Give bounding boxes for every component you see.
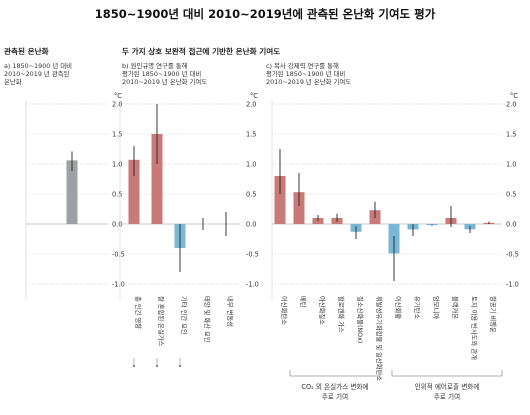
panel-c-category-9: 블랙카본: [451, 296, 460, 319]
panel-b-ytick-6: -1.0: [246, 280, 259, 288]
panel-b-category-2: 기타 인간 요인: [180, 296, 189, 335]
panel-b-heading: 두 가지 상호 보완적 접근에 기반한 온난화 기여도: [122, 47, 281, 56]
panel-a-ytick-4: 0.0: [112, 220, 123, 228]
panel-a-ytick-1: 1.5: [112, 130, 123, 138]
panel-c-ytick-2: 1.0: [506, 160, 517, 168]
panel-c-ytick-4: 0.0: [506, 220, 517, 228]
panel-b-ytick-0: 2.0: [246, 100, 257, 108]
panel-b-ytick-1: 1.5: [246, 130, 257, 138]
panel-b-ytick-5: -0.5: [246, 250, 259, 258]
panel-b-category-0: 총 인간 영향: [134, 296, 143, 329]
bracket-left-label-2: 주로 기여: [322, 392, 348, 401]
panel-a-heading: 관측된 온난화: [4, 47, 49, 56]
panel-a-ytick-2: 1.0: [112, 160, 123, 168]
panel-c-subtitle: c) 복사 강제력 연구를 통해 평가된 1850~1900 년 대비 2010…: [266, 62, 352, 87]
panel-c-plot: 2.0 1.5 1.0 0.5 0.0 -0.5 -1.0 °C 이산화탄소 메탄 아산화질소 할로겐…: [271, 92, 519, 381]
bracket-left-label-1: CO₂ 외 온실가스 변화에: [301, 382, 368, 391]
panel-c-ytick-3: 0.5: [506, 190, 517, 198]
panel-c-category-4: 질소산화물(NOx): [356, 296, 365, 343]
panel-b-ytick-3: 0.5: [246, 190, 257, 198]
panel-c-category-6: 이산화황: [394, 296, 403, 319]
panel-b-connector-dot-1: [155, 364, 159, 368]
panel-c-unit: °C: [510, 92, 518, 100]
panel-b-connector-dot-2: [178, 364, 182, 368]
panel-c-category-8: 암모니아: [432, 296, 441, 319]
chart-title: 1850~1900년 대비 2010~2019년에 관측된 온난화 기여도 평가: [94, 7, 436, 21]
panel-a-plot: 2.0 1.5 1.0 0.5 0.0 -0.5 -1.0 °C: [25, 92, 125, 300]
panel-b-connector-dot-0: [132, 364, 136, 368]
panel-b-plot: 2.0 1.5 1.0 0.5 0.0 -0.5 -1.0 °C 총 인간 영향 잘 혼합된 온실…: [119, 92, 259, 368]
panel-a-unit: °C: [114, 92, 122, 100]
panel-b-subtitle: b) 원인규명 연구를 통해 평가된 1850~1900 년 대비 2010~2…: [122, 62, 208, 87]
panel-c-bar-1: [293, 192, 305, 224]
panel-c-category-5: 휘발성유기화합물 및 일산화탄소: [375, 296, 384, 381]
panel-c-category-7: 유기탄소: [413, 296, 422, 319]
panel-b-ytick-2: 1.0: [246, 160, 257, 168]
panel-c-ytick-5: -0.5: [506, 250, 519, 258]
panel-b-ytick-4: 0.0: [246, 220, 257, 228]
panel-c-category-10: 토지 이용 반사도와 관개: [470, 296, 479, 360]
panel-c-ytick-6: -1.0: [506, 280, 519, 288]
panel-c-category-0: 이산화탄소: [280, 296, 289, 325]
panel-a-ytick-0: 2.0: [112, 100, 123, 108]
panel-a-bar-0: [66, 160, 78, 224]
panel-b-category-4: 내부 변동성: [226, 296, 235, 327]
panel-b-category-1: 잘 혼합된 온실가스: [157, 296, 166, 347]
panel-a-ytick-6: -1.0: [112, 280, 125, 288]
bracket-left-line: [289, 370, 381, 377]
bracket-right-label-1: 인위적 에어로졸 변화에: [415, 382, 480, 391]
panel-c-ytick-0: 2.0: [506, 100, 517, 108]
panel-c-category-1: 메탄: [299, 296, 308, 308]
panel-b-unit: °C: [250, 92, 258, 100]
group-brackets: CO₂ 외 온실가스 변화에 주로 기여 인위적 에어로졸 변화에 주로 기여: [289, 370, 503, 401]
panel-b-bar-0: [128, 159, 140, 224]
panel-c-category-11: 항공기 비행운: [489, 296, 498, 333]
panel-c-bar-0: [274, 176, 286, 224]
panel-c-category-3: 할로겐화 가스: [337, 296, 346, 333]
panel-c-category-2: 아산화질소: [318, 296, 327, 325]
panel-a-ytick-5: -0.5: [112, 250, 125, 258]
bracket-right-label-2: 주로 기여: [434, 392, 460, 401]
panel-b-bar-1: [151, 134, 163, 224]
panel-c-ytick-1: 1.5: [506, 130, 517, 138]
panel-a-subtitle: a) 1850~1900 년 대비 2010~2019 년 관측된 온난화: [4, 62, 73, 87]
bracket-right-line: [391, 370, 503, 377]
panel-a-ytick-3: 0.5: [112, 190, 123, 198]
panel-b-category-3: 태양 및 화산 요인: [203, 296, 212, 343]
